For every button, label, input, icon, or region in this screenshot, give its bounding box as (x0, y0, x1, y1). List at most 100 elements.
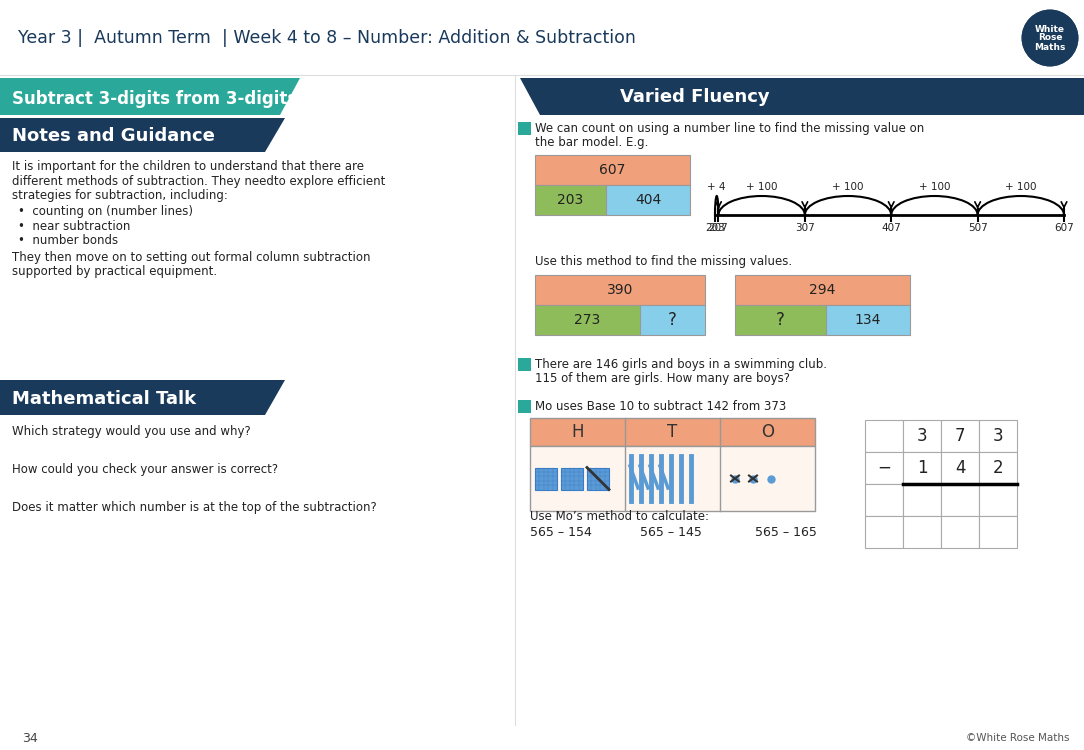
Bar (518, 358, 531, 371)
Text: Use this method to find the missing values.: Use this method to find the missing valu… (535, 255, 792, 268)
Text: 203: 203 (557, 193, 583, 207)
Text: strategies for subtraction, including:: strategies for subtraction, including: (12, 189, 228, 202)
Text: 294: 294 (810, 283, 836, 297)
Bar (865, 452, 903, 484)
Bar (606, 185, 691, 215)
Bar (979, 484, 1017, 516)
Text: Subtract 3-digits from 3-digits (1): Subtract 3-digits from 3-digits (1) (12, 89, 330, 107)
Text: + 4: + 4 (708, 182, 726, 192)
Bar (903, 420, 941, 452)
Text: 34: 34 (22, 731, 38, 745)
Text: −: − (877, 459, 891, 477)
Bar (941, 452, 979, 484)
Text: 390: 390 (607, 283, 633, 297)
Text: 404: 404 (635, 193, 661, 207)
Text: the bar model. E.g.: the bar model. E.g. (535, 136, 648, 149)
Bar (0, 0, 1084, 75)
Text: •  near subtraction: • near subtraction (18, 220, 130, 233)
Text: ©White Rose Maths: ©White Rose Maths (966, 733, 1069, 743)
Text: 565 – 145: 565 – 145 (640, 526, 701, 539)
Text: Maths: Maths (1034, 43, 1066, 52)
Polygon shape (520, 78, 1084, 115)
Text: + 100: + 100 (746, 182, 777, 192)
Polygon shape (0, 78, 300, 115)
Text: + 100: + 100 (1005, 182, 1036, 192)
Text: Varied Fluency: Varied Fluency (620, 88, 770, 106)
Text: 3: 3 (917, 427, 927, 445)
Text: 607: 607 (1054, 223, 1074, 233)
Bar (518, 400, 531, 413)
Text: 507: 507 (968, 223, 988, 233)
Text: supported by practical equipment.: supported by practical equipment. (12, 266, 217, 278)
Bar (640, 305, 705, 335)
Text: 134: 134 (855, 313, 881, 327)
Bar (518, 122, 531, 135)
Bar (535, 155, 691, 185)
Text: They then move on to setting out formal column subtraction: They then move on to setting out formal … (12, 251, 371, 264)
Text: Which strategy would you use and why?: Which strategy would you use and why? (12, 425, 250, 438)
Bar (903, 484, 941, 516)
Bar (735, 305, 826, 335)
Bar (535, 467, 557, 490)
Bar (903, 516, 941, 548)
Text: + 100: + 100 (833, 182, 864, 192)
Text: + 100: + 100 (918, 182, 951, 192)
Text: 3: 3 (993, 427, 1004, 445)
Text: It is important for the children to understand that there are: It is important for the children to unde… (12, 160, 364, 173)
Text: •  number bonds: • number bonds (18, 235, 118, 248)
Text: There are 146 girls and boys in a swimming club.: There are 146 girls and boys in a swimmi… (535, 358, 827, 371)
Text: Notes and Guidance: Notes and Guidance (12, 127, 215, 145)
Bar (979, 420, 1017, 452)
Text: Use Mo’s method to calculate:: Use Mo’s method to calculate: (530, 510, 709, 523)
Bar (588, 467, 609, 490)
Bar (535, 305, 640, 335)
Text: How could you check your answer is correct?: How could you check your answer is corre… (12, 463, 279, 476)
Text: 307: 307 (795, 223, 815, 233)
Text: Year 3 |  Autumn Term  | Week 4 to 8 – Number: Addition & Subtraction: Year 3 | Autumn Term | Week 4 to 8 – Num… (18, 29, 636, 47)
Text: T: T (668, 423, 678, 441)
Text: different methods of subtraction. They needto explore efficient: different methods of subtraction. They n… (12, 175, 386, 188)
Bar (865, 484, 903, 516)
Bar (530, 446, 815, 511)
Text: 207: 207 (709, 223, 728, 233)
Bar (979, 452, 1017, 484)
Text: H: H (571, 423, 584, 441)
Text: ?: ? (668, 311, 676, 329)
Circle shape (1024, 12, 1076, 64)
Text: 1: 1 (917, 459, 927, 477)
Text: 565 – 165: 565 – 165 (754, 526, 817, 539)
Text: 4: 4 (955, 459, 965, 477)
Bar (941, 516, 979, 548)
Text: ?: ? (776, 311, 785, 329)
Bar (826, 305, 909, 335)
Polygon shape (0, 118, 285, 152)
Text: Rose: Rose (1037, 34, 1062, 43)
Text: Does it matter which number is at the top of the subtraction?: Does it matter which number is at the to… (12, 501, 377, 514)
Bar (530, 418, 815, 446)
Bar (941, 484, 979, 516)
Polygon shape (0, 380, 285, 415)
Text: 7: 7 (955, 427, 965, 445)
Text: Mathematical Talk: Mathematical Talk (12, 389, 196, 407)
Text: 115 of them are girls. How many are boys?: 115 of them are girls. How many are boys… (535, 372, 790, 385)
Bar (865, 516, 903, 548)
Text: We can count on using a number line to find the missing value on: We can count on using a number line to f… (535, 122, 925, 135)
Bar (903, 452, 941, 484)
Bar (535, 185, 606, 215)
Text: 607: 607 (599, 163, 625, 177)
Bar (979, 516, 1017, 548)
Bar (865, 420, 903, 452)
Text: O: O (761, 423, 774, 441)
Text: •  counting on (number lines): • counting on (number lines) (18, 206, 193, 218)
Text: 407: 407 (881, 223, 901, 233)
Text: Mo uses Base 10 to subtract 142 from 373: Mo uses Base 10 to subtract 142 from 373 (535, 400, 786, 413)
Bar (735, 275, 909, 305)
Text: 565 – 154: 565 – 154 (530, 526, 592, 539)
Circle shape (1023, 11, 1077, 65)
Text: 203: 203 (705, 223, 725, 233)
Bar (535, 275, 705, 305)
Bar (562, 467, 583, 490)
Text: 273: 273 (575, 313, 601, 327)
Text: White: White (1035, 25, 1064, 34)
Text: 2: 2 (993, 459, 1004, 477)
